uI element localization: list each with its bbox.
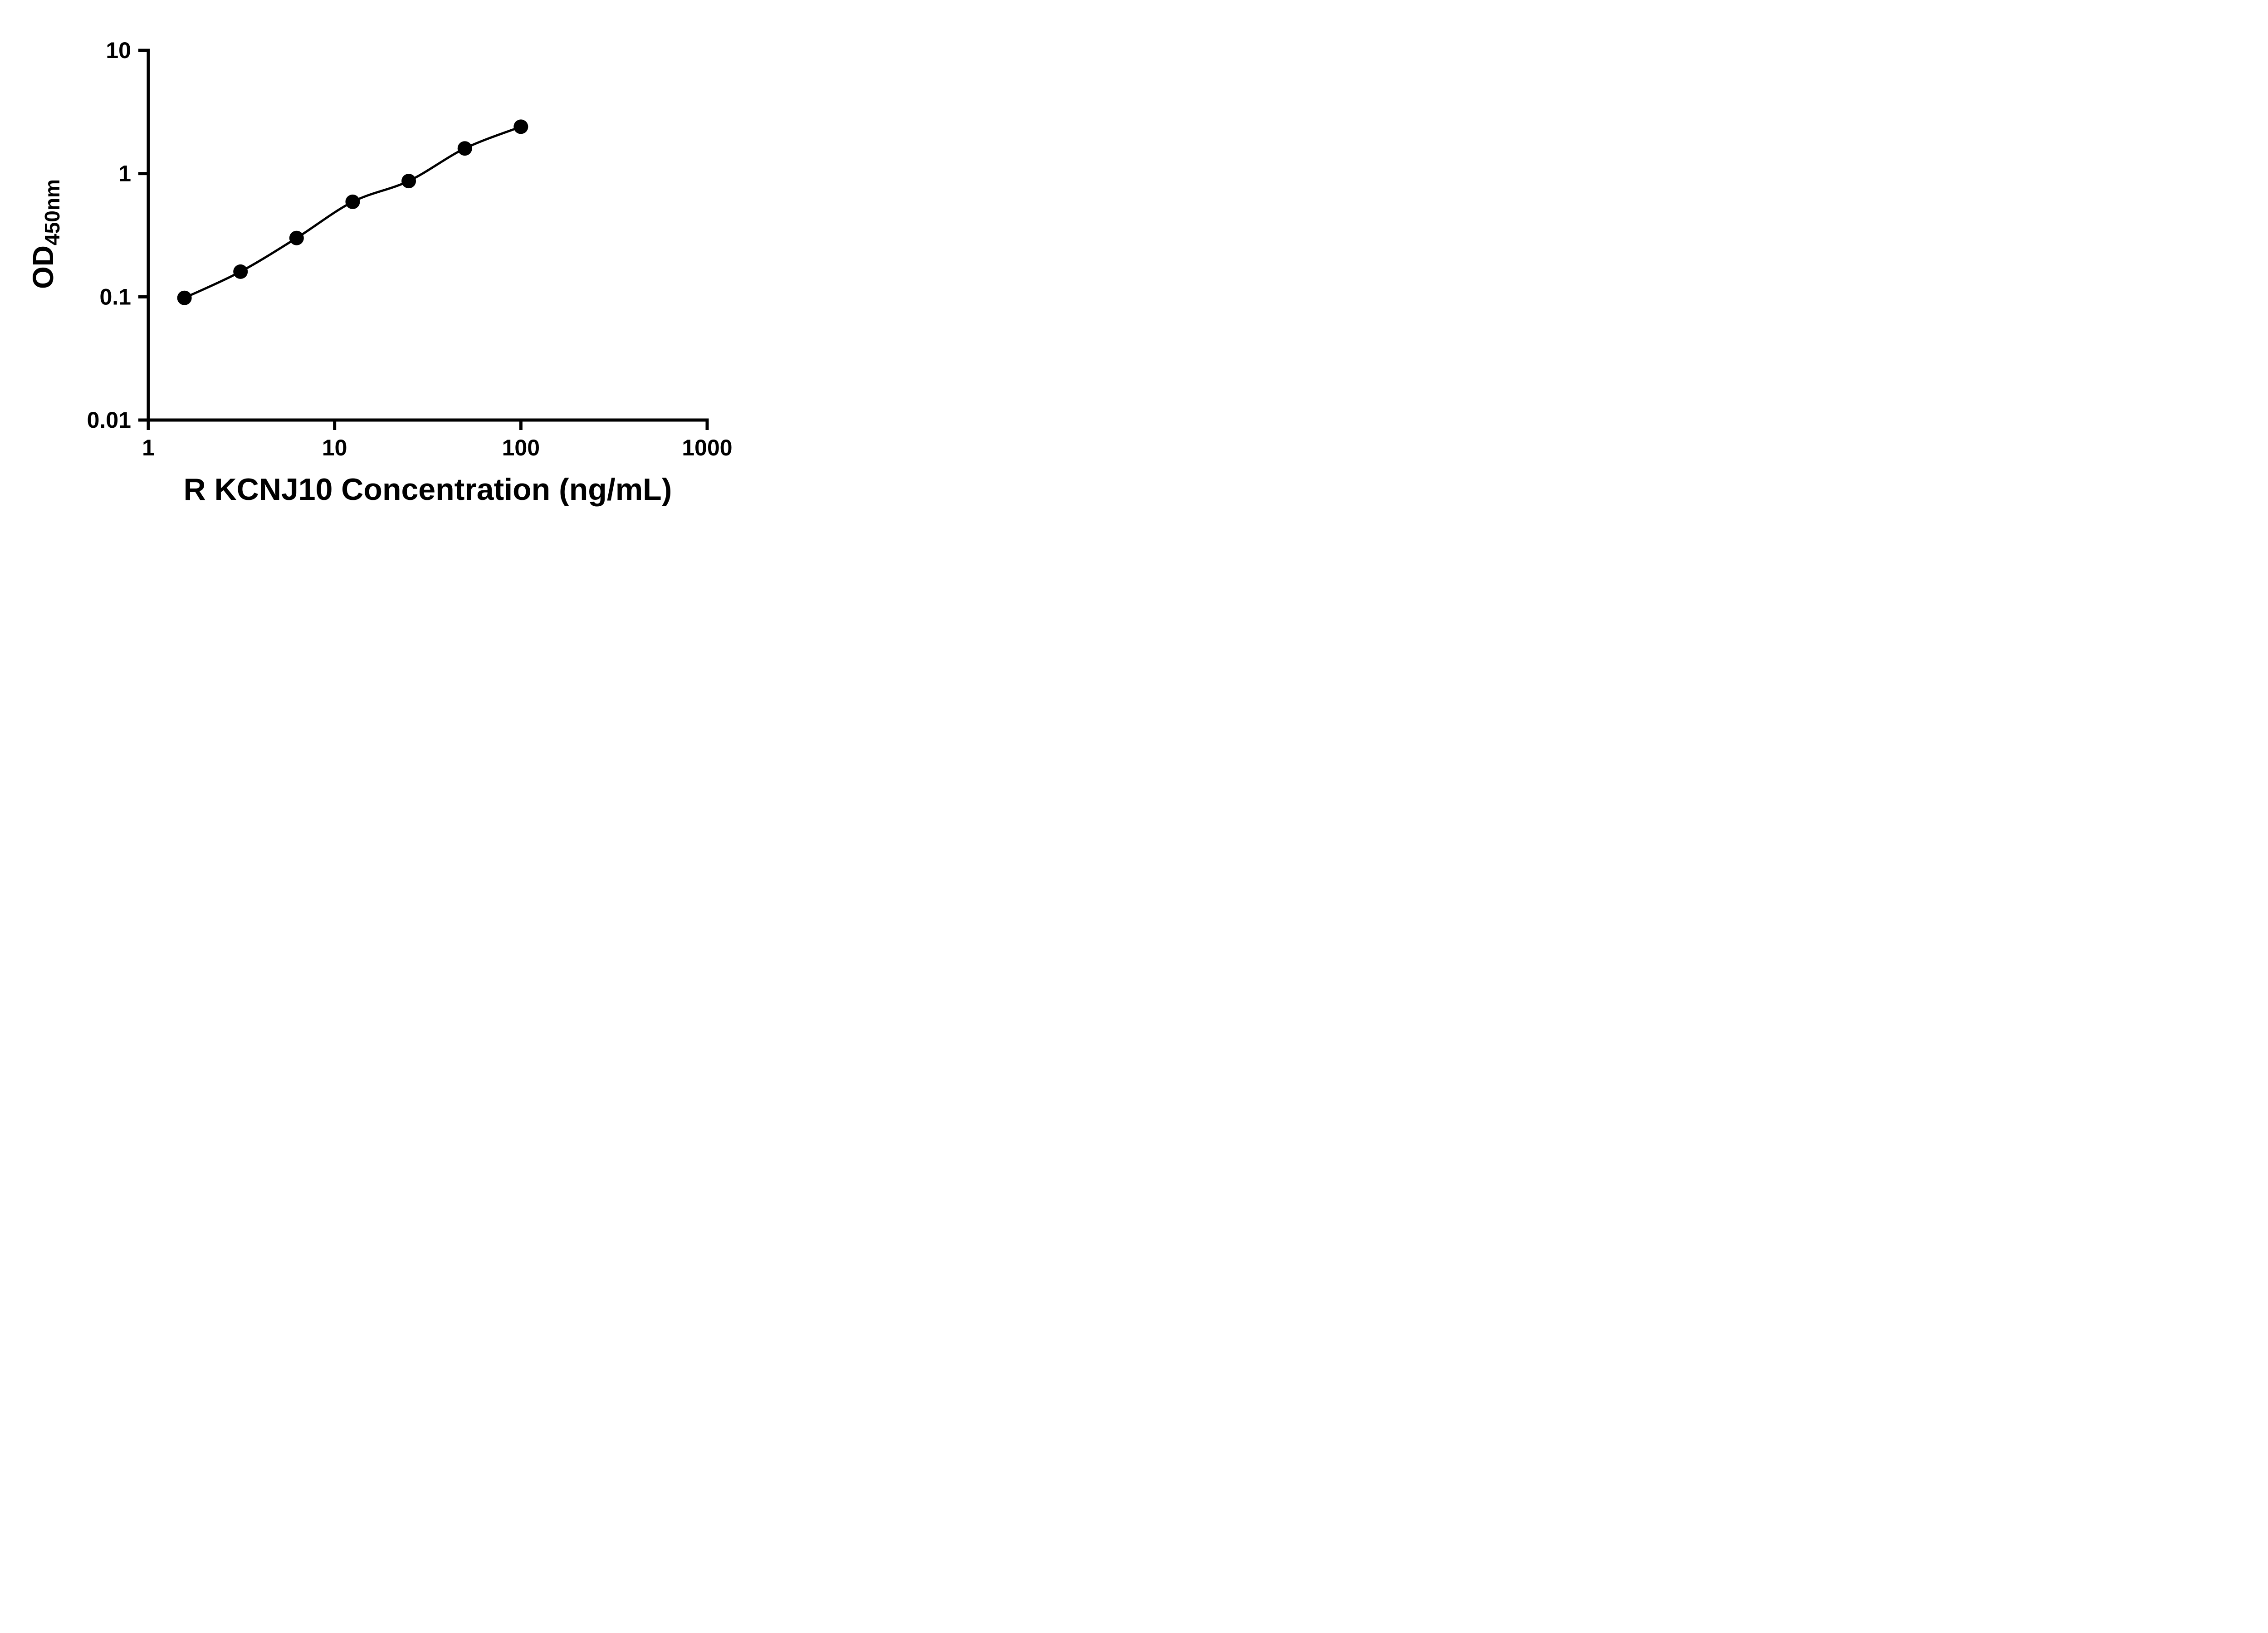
y-axis-title-subscript: 450nm bbox=[40, 179, 64, 245]
data-point bbox=[401, 174, 416, 189]
x-tick-label: 1 bbox=[142, 435, 155, 460]
y-tick-label: 0.1 bbox=[99, 284, 131, 309]
elisa-standard-curve-figure: 1 10 100 1000 0.01 0.1 1 10 OD450nm R KCNJ10 Co… bbox=[0, 0, 777, 544]
x-tick-label: 1000 bbox=[682, 435, 732, 460]
y-axis-title: OD450nm bbox=[26, 179, 64, 289]
data-point bbox=[457, 141, 472, 156]
data-point bbox=[177, 290, 192, 305]
data-point bbox=[233, 264, 248, 279]
y-tick-label: 0.01 bbox=[87, 407, 131, 433]
data-point bbox=[513, 119, 528, 134]
y-tick-label: 10 bbox=[106, 38, 131, 63]
y-tick-label: 1 bbox=[118, 161, 131, 186]
x-axis-title: R KCNJ10 Concentration (ng/mL) bbox=[183, 472, 672, 507]
x-tick-label: 100 bbox=[502, 435, 540, 460]
data-point bbox=[345, 194, 360, 209]
y-axis-title-main: OD bbox=[27, 245, 60, 289]
x-tick-label: 10 bbox=[322, 435, 347, 460]
data-point bbox=[289, 230, 304, 245]
chart-svg: 1 10 100 1000 0.01 0.1 1 10 bbox=[87, 38, 733, 460]
